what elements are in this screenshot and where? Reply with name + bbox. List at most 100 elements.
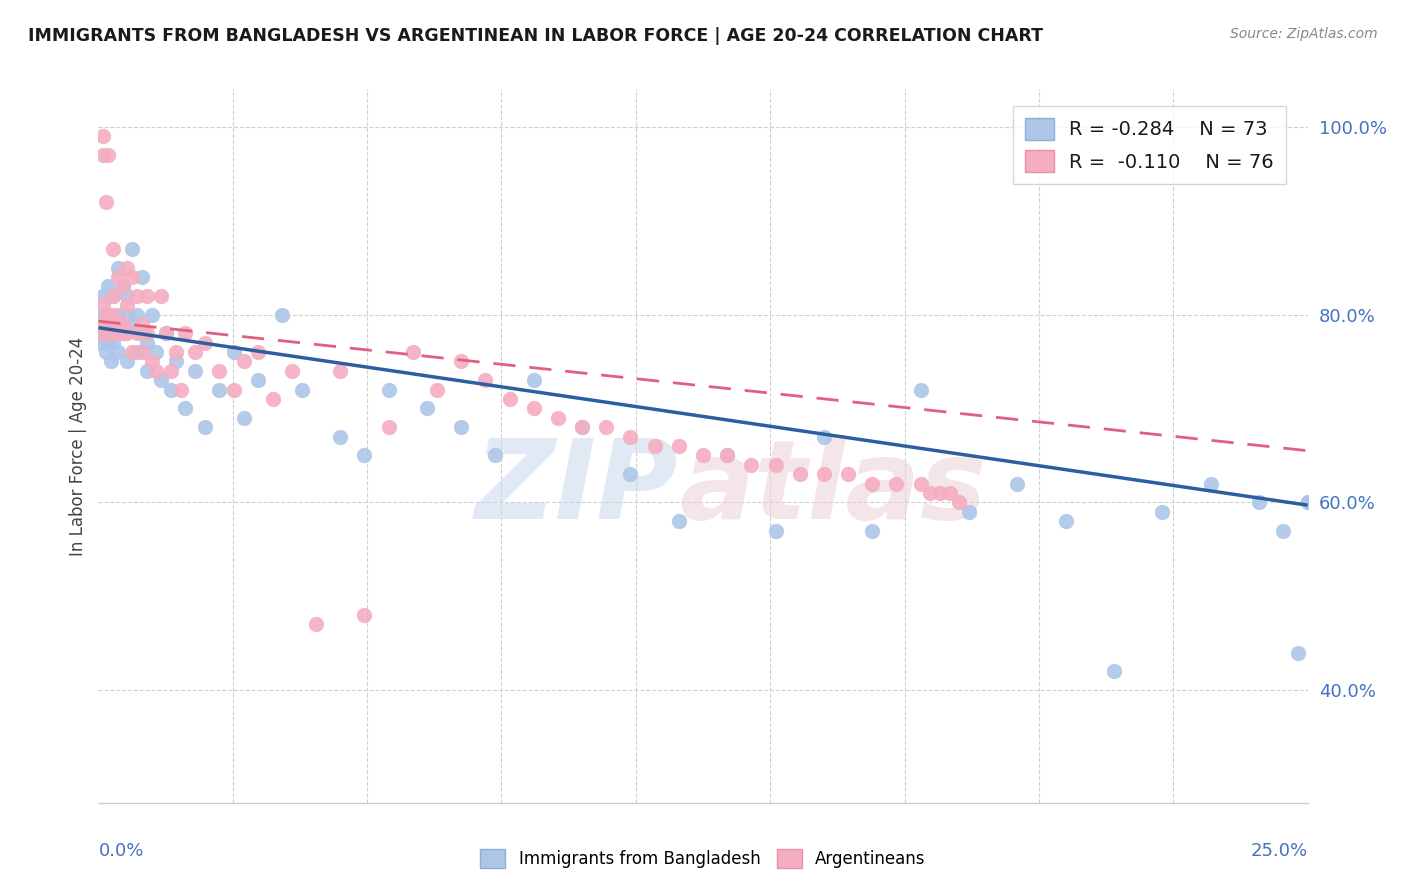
Point: [97, 335, 120, 350]
Point: [160, 364, 183, 378]
Point: [222, 383, 245, 397]
Point: [353, 449, 375, 463]
Point: [619, 467, 641, 482]
Point: [377, 383, 399, 397]
Point: [247, 345, 270, 359]
Point: [127, 308, 149, 322]
Point: [208, 364, 231, 378]
Point: [91, 298, 114, 312]
Point: [716, 449, 738, 463]
Point: [91, 317, 114, 331]
Point: [117, 308, 139, 322]
Point: [97, 308, 120, 322]
Point: [131, 326, 153, 341]
Point: [1286, 646, 1309, 660]
Point: [450, 420, 472, 434]
Point: [107, 317, 129, 331]
Point: [117, 289, 139, 303]
Point: [571, 420, 593, 434]
Point: [377, 420, 399, 434]
Point: [131, 270, 153, 285]
Point: [97, 279, 120, 293]
Point: [165, 345, 187, 359]
Point: [107, 270, 129, 285]
Point: [101, 289, 124, 303]
Point: [145, 364, 167, 378]
Point: [595, 420, 617, 434]
Point: [194, 335, 217, 350]
Point: [94, 194, 117, 209]
Legend: Immigrants from Bangladesh, Argentineans: Immigrants from Bangladesh, Argentineans: [474, 842, 932, 875]
Point: [305, 617, 328, 632]
Point: [523, 401, 546, 416]
Point: [101, 317, 124, 331]
Point: [90, 335, 112, 350]
Text: atlas: atlas: [679, 435, 986, 542]
Point: [1249, 495, 1271, 509]
Point: [813, 467, 835, 482]
Point: [232, 410, 254, 425]
Point: [101, 335, 124, 350]
Point: [101, 326, 124, 341]
Point: [498, 392, 520, 406]
Point: [135, 326, 157, 341]
Point: [484, 449, 506, 463]
Point: [450, 354, 472, 368]
Point: [111, 326, 134, 341]
Point: [547, 410, 569, 425]
Point: [1007, 476, 1029, 491]
Point: [644, 439, 666, 453]
Point: [765, 524, 787, 538]
Point: [290, 383, 312, 397]
Point: [910, 476, 932, 491]
Point: [150, 289, 173, 303]
Point: [107, 260, 129, 275]
Point: [117, 326, 139, 341]
Legend: R = -0.284    N = 73, R =  -0.110    N = 76: R = -0.284 N = 73, R = -0.110 N = 76: [1014, 106, 1285, 184]
Point: [101, 326, 124, 341]
Point: [101, 289, 124, 303]
Point: [474, 373, 496, 387]
Point: [135, 335, 157, 350]
Point: [920, 486, 942, 500]
Point: [141, 308, 163, 322]
Point: [160, 383, 183, 397]
Point: [107, 345, 129, 359]
Point: [765, 458, 787, 472]
Point: [127, 289, 149, 303]
Point: [619, 429, 641, 443]
Point: [94, 345, 117, 359]
Point: [571, 420, 593, 434]
Point: [107, 308, 129, 322]
Point: [131, 345, 153, 359]
Point: [165, 354, 187, 368]
Point: [1054, 514, 1077, 528]
Point: [111, 279, 134, 293]
Text: Source: ZipAtlas.com: Source: ZipAtlas.com: [1230, 27, 1378, 41]
Point: [91, 148, 114, 162]
Point: [668, 439, 690, 453]
Point: [184, 364, 207, 378]
Point: [121, 242, 143, 256]
Point: [860, 476, 883, 491]
Point: [957, 505, 980, 519]
Point: [813, 429, 835, 443]
Point: [101, 242, 124, 256]
Point: [523, 373, 546, 387]
Point: [174, 326, 197, 341]
Point: [948, 495, 970, 509]
Point: [329, 364, 352, 378]
Point: [111, 279, 134, 293]
Text: IMMIGRANTS FROM BANGLADESH VS ARGENTINEAN IN LABOR FORCE | AGE 20-24 CORRELATION: IMMIGRANTS FROM BANGLADESH VS ARGENTINEA…: [28, 27, 1043, 45]
Y-axis label: In Labor Force | Age 20-24: In Labor Force | Age 20-24: [69, 336, 87, 556]
Point: [169, 383, 191, 397]
Point: [740, 458, 762, 472]
Point: [416, 401, 439, 416]
Point: [150, 373, 173, 387]
Point: [155, 326, 177, 341]
Point: [353, 607, 375, 622]
Point: [1272, 524, 1295, 538]
Point: [121, 317, 143, 331]
Point: [145, 345, 167, 359]
Point: [1199, 476, 1222, 491]
